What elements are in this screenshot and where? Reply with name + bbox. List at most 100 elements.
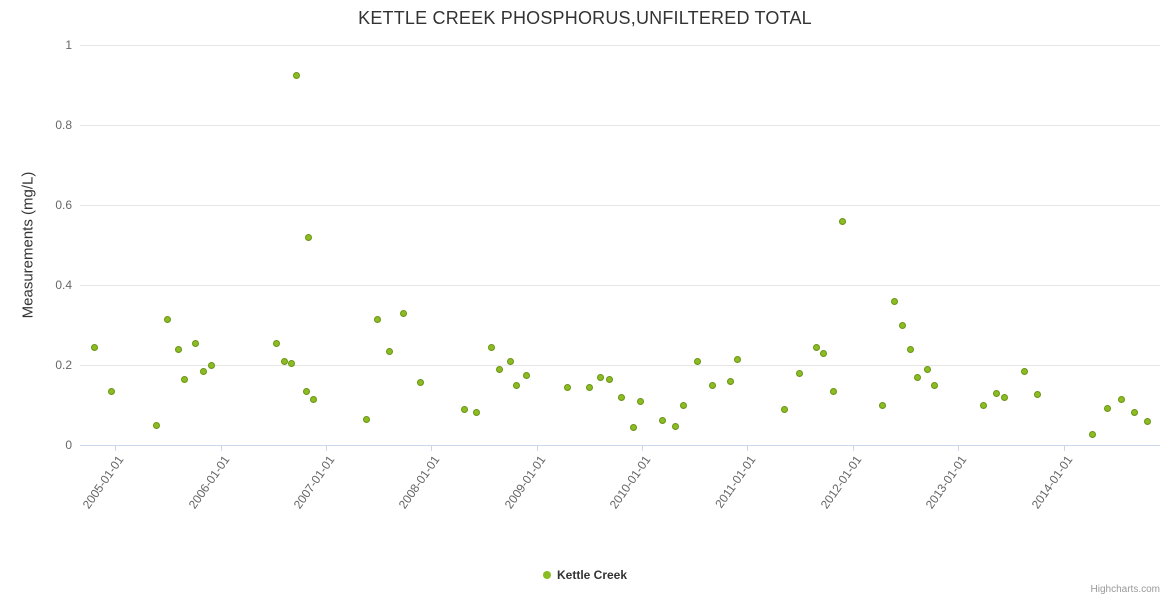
x-tick-label: 2013-01-01	[923, 453, 970, 512]
data-point[interactable]	[563, 383, 571, 391]
data-point[interactable]	[1104, 404, 1112, 412]
data-point[interactable]	[605, 375, 613, 383]
x-tick-mark	[958, 445, 960, 451]
x-tick-label: 2005-01-01	[79, 453, 127, 512]
data-point[interactable]	[891, 297, 899, 305]
data-point[interactable]	[1089, 430, 1097, 438]
data-point[interactable]	[288, 359, 296, 367]
y-gridline	[80, 285, 1160, 286]
data-point[interactable]	[305, 233, 313, 241]
data-point[interactable]	[1021, 367, 1029, 375]
data-point[interactable]	[273, 339, 281, 347]
x-tick-label: 2008-01-01	[395, 453, 443, 512]
credits-link[interactable]: Highcharts.com	[1090, 584, 1160, 595]
data-point[interactable]	[163, 315, 171, 323]
data-point[interactable]	[839, 217, 847, 225]
data-point[interactable]	[637, 397, 645, 405]
data-point[interactable]	[878, 402, 886, 410]
y-tick-label: 1	[65, 38, 72, 52]
x-tick-label: 2007-01-01	[290, 453, 338, 512]
y-gridline	[80, 205, 1160, 206]
data-point[interactable]	[586, 384, 594, 392]
data-point[interactable]	[208, 361, 216, 369]
data-point[interactable]	[303, 387, 310, 395]
data-point[interactable]	[91, 343, 99, 351]
data-point[interactable]	[993, 390, 1001, 398]
legend-item-label: Kettle Creek	[556, 568, 628, 582]
data-point[interactable]	[796, 369, 804, 377]
data-point[interactable]	[506, 357, 514, 365]
data-point[interactable]	[513, 382, 521, 390]
data-point[interactable]	[199, 367, 207, 375]
x-axis-line	[80, 445, 1160, 446]
y-gridline	[80, 45, 1160, 46]
data-point[interactable]	[693, 357, 701, 365]
data-point[interactable]	[373, 315, 381, 323]
x-tick-label: 2014-01-01	[1028, 453, 1076, 512]
data-point[interactable]	[734, 356, 742, 364]
data-point[interactable]	[293, 71, 301, 79]
data-point[interactable]	[1033, 390, 1041, 398]
data-point[interactable]	[310, 395, 318, 403]
x-tick-mark	[1063, 445, 1065, 451]
x-tick-label: 2010-01-01	[606, 453, 654, 512]
data-point[interactable]	[781, 406, 789, 414]
data-point[interactable]	[386, 348, 394, 356]
data-point[interactable]	[924, 365, 932, 373]
data-point[interactable]	[980, 401, 988, 409]
data-point[interactable]	[820, 349, 828, 357]
data-point[interactable]	[108, 387, 116, 395]
y-tick-label: 0	[65, 438, 72, 452]
data-point[interactable]	[1144, 417, 1152, 425]
x-tick-mark	[115, 445, 117, 451]
data-point[interactable]	[629, 423, 637, 431]
x-tick-label: 2011-01-01	[712, 453, 759, 511]
data-point[interactable]	[899, 322, 907, 330]
data-point[interactable]	[931, 382, 939, 390]
data-point[interactable]	[907, 345, 915, 353]
data-point[interactable]	[192, 339, 200, 347]
data-point[interactable]	[727, 377, 735, 385]
data-point[interactable]	[708, 381, 716, 389]
data-point[interactable]	[1000, 393, 1008, 401]
data-point[interactable]	[180, 376, 188, 384]
data-point[interactable]	[363, 416, 371, 424]
data-point[interactable]	[488, 344, 496, 352]
data-point[interactable]	[597, 374, 605, 382]
data-point[interactable]	[496, 365, 504, 373]
data-point[interactable]	[1131, 408, 1139, 416]
data-point[interactable]	[813, 344, 821, 352]
x-tick-mark	[747, 445, 749, 451]
data-point[interactable]	[830, 388, 838, 396]
y-tick-label: 0.8	[55, 118, 72, 132]
y-gridline	[80, 125, 1160, 126]
data-point[interactable]	[617, 393, 625, 401]
data-point[interactable]	[672, 423, 680, 431]
data-point[interactable]	[280, 357, 288, 365]
x-tick-label: 2012-01-01	[817, 453, 865, 512]
data-point[interactable]	[461, 406, 469, 414]
data-point[interactable]	[153, 421, 161, 429]
data-point[interactable]	[472, 409, 480, 417]
legend-marker-icon	[542, 571, 551, 579]
x-tick-label: 2009-01-01	[501, 453, 549, 512]
data-point[interactable]	[174, 345, 182, 353]
data-point[interactable]	[914, 374, 922, 382]
data-point[interactable]	[1118, 395, 1126, 403]
data-point[interactable]	[523, 372, 531, 380]
legend-item[interactable]: Kettle Creek	[0, 568, 1170, 582]
x-tick-mark	[220, 445, 222, 451]
data-point[interactable]	[659, 416, 667, 424]
x-tick-mark	[536, 445, 538, 451]
data-point[interactable]	[400, 309, 408, 317]
data-point[interactable]	[680, 402, 688, 410]
x-tick-mark	[642, 445, 644, 451]
y-tick-label: 0.6	[55, 198, 72, 212]
data-point[interactable]	[417, 379, 425, 387]
y-gridline	[80, 365, 1160, 366]
x-tick-mark	[325, 445, 327, 451]
chart-title: KETTLE CREEK PHOSPHORUS,UNFILTERED TOTAL	[358, 8, 812, 28]
x-tick-mark	[852, 445, 854, 451]
